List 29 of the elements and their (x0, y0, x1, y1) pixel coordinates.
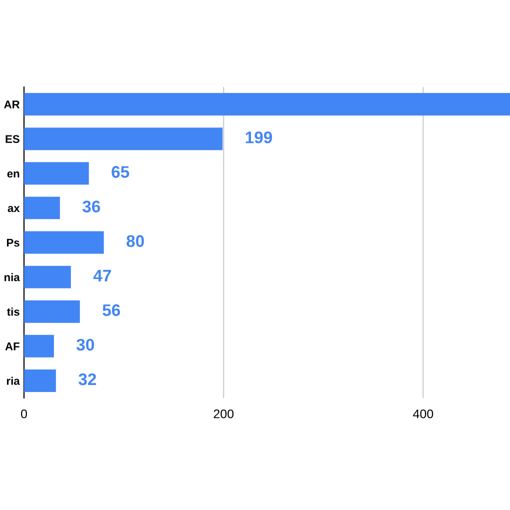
x-tick-label: 200 (214, 409, 234, 418)
y-tick-label: AF (5, 342, 20, 350)
data-label: 199 (246, 132, 272, 144)
y-tick-label: Ps (6, 238, 20, 247)
bar (24, 334, 54, 358)
data-label: 36 (82, 200, 100, 212)
y-tick-label: ax (8, 206, 20, 212)
y-tick-label: AR (4, 100, 20, 108)
y-tick-label: ria (6, 376, 20, 385)
bar (24, 231, 104, 254)
bar (24, 162, 89, 185)
y-tick-label: ES (6, 135, 20, 143)
data-label: 47 (93, 270, 111, 282)
bar (24, 266, 71, 288)
y-tick-label: en (7, 171, 20, 178)
x-tick-label: 400 (413, 409, 434, 418)
data-label: 30 (76, 338, 94, 351)
y-tick-label: nia (4, 273, 20, 282)
bar (24, 196, 60, 220)
bar (24, 93, 510, 116)
data-label: 80 (126, 235, 144, 247)
bar (24, 300, 80, 323)
data-label: 56 (102, 304, 120, 316)
y-tick-label: tis (7, 308, 20, 316)
bar (24, 369, 56, 392)
data-label: 65 (112, 166, 130, 178)
data-label: 32 (78, 373, 96, 386)
bar (24, 128, 223, 150)
x-tick-label: 0 (21, 409, 27, 418)
